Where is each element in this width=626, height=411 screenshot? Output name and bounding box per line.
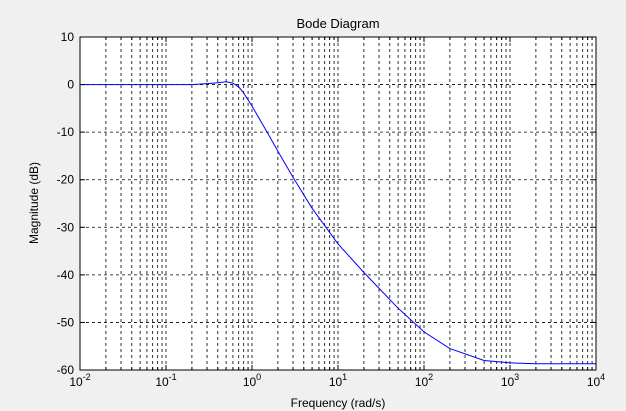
x-tick-label: 100: [243, 372, 261, 389]
y-tick-label: 0: [67, 78, 74, 92]
y-tick-label: -10: [57, 125, 75, 139]
y-tick-label: -50: [57, 315, 75, 329]
y-tick-label: -60: [57, 363, 75, 377]
x-tick-label: 104: [587, 372, 605, 389]
magnitude-series-line: [80, 81, 596, 365]
chart-title: Bode Diagram: [296, 16, 379, 31]
y-axis-label: Magnitude (dB): [27, 162, 41, 244]
y-tick-label: -30: [57, 220, 75, 234]
y-tick-label: 10: [61, 30, 75, 44]
x-tick-label: 103: [501, 372, 519, 389]
x-tick-label: 102: [415, 372, 433, 389]
y-tick-label: -20: [57, 173, 75, 187]
x-axis-label: Frequency (rad/s): [291, 396, 386, 410]
series-layer: [80, 81, 596, 365]
x-tick-label: 101: [329, 372, 347, 389]
x-tick-label: 10-2: [69, 372, 90, 389]
x-tick-label: 10-1: [155, 372, 176, 389]
y-tick-label: -40: [57, 268, 75, 282]
